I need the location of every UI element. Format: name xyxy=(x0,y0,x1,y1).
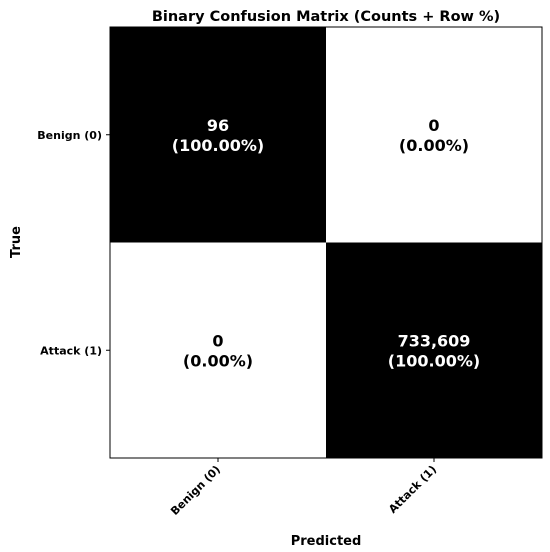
matrix-cell-r1-c1 xyxy=(326,242,542,458)
y-tick-label: Benign (0) xyxy=(37,129,102,142)
matrix-cell-r1-c0 xyxy=(110,242,326,458)
chart-title: Binary Confusion Matrix (Counts + Row %) xyxy=(152,9,500,25)
cell-percent-r1-c0: (0.00%) xyxy=(183,351,253,370)
y-tick-label: Attack (1) xyxy=(40,344,102,357)
cell-count-r1-c1: 733,609 xyxy=(398,331,471,350)
cell-count-r1-c0: 0 xyxy=(212,331,223,350)
y-axis-label: True xyxy=(9,226,24,258)
matrix-cell-r0-c0 xyxy=(110,27,326,243)
matrix-cell-r0-c1 xyxy=(326,27,542,243)
matrix-border xyxy=(109,26,543,459)
cell-count-r0-c1: 0 xyxy=(428,116,439,135)
x-tick-label: Attack (1) xyxy=(386,463,439,516)
cell-percent-r0-c0: (100.00%) xyxy=(172,136,264,155)
cell-percent-r0-c1: (0.00%) xyxy=(399,136,469,155)
matrix-area: 96(100.00%)0(0.00%)0(0.00%)733,609(100.0… xyxy=(37,26,543,518)
cell-count-r0-c0: 96 xyxy=(207,116,229,135)
x-tick-label: Benign (0) xyxy=(168,463,223,518)
cell-percent-r1-c1: (100.00%) xyxy=(388,351,480,370)
x-axis-label: Predicted xyxy=(291,534,362,549)
